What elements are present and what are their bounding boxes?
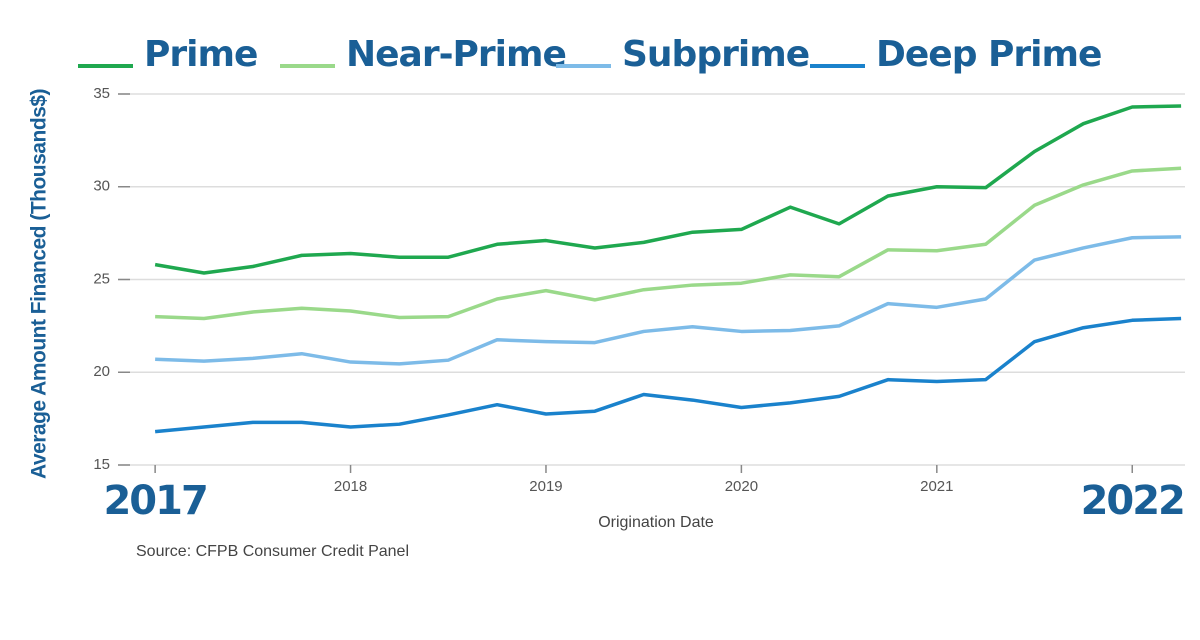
source: Source: CFPB Consumer Credit Panel bbox=[136, 543, 409, 560]
y-tick-label: 20 bbox=[93, 363, 110, 380]
x-tick-label: 2017 bbox=[103, 478, 206, 524]
x-axis-label: Origination Date bbox=[598, 514, 714, 531]
legend-label: Deep Prime bbox=[876, 34, 1101, 75]
series-line bbox=[155, 166, 1182, 321]
y-tick-label: 35 bbox=[93, 85, 110, 102]
series-line bbox=[154, 104, 1182, 275]
legend-label: Near-Prime bbox=[346, 34, 566, 75]
y-tick-label: 15 bbox=[93, 456, 110, 473]
y-axis-label: Average Amount Financed (Thousands$) bbox=[28, 89, 51, 479]
y-tick-label: 25 bbox=[93, 270, 110, 287]
x-tick-label: 2019 bbox=[529, 478, 562, 495]
x-tick-label: 2021 bbox=[920, 478, 953, 495]
series-line bbox=[154, 316, 1182, 434]
x-tick-label: 2022 bbox=[1081, 478, 1184, 524]
x-tick-label: 2018 bbox=[334, 478, 367, 495]
y-tick-label: 30 bbox=[93, 178, 110, 195]
series-line bbox=[155, 235, 1182, 366]
legend-label: Subprime bbox=[622, 34, 809, 75]
x-tick-label: 2020 bbox=[725, 478, 758, 495]
legend-label: Prime bbox=[144, 34, 257, 75]
